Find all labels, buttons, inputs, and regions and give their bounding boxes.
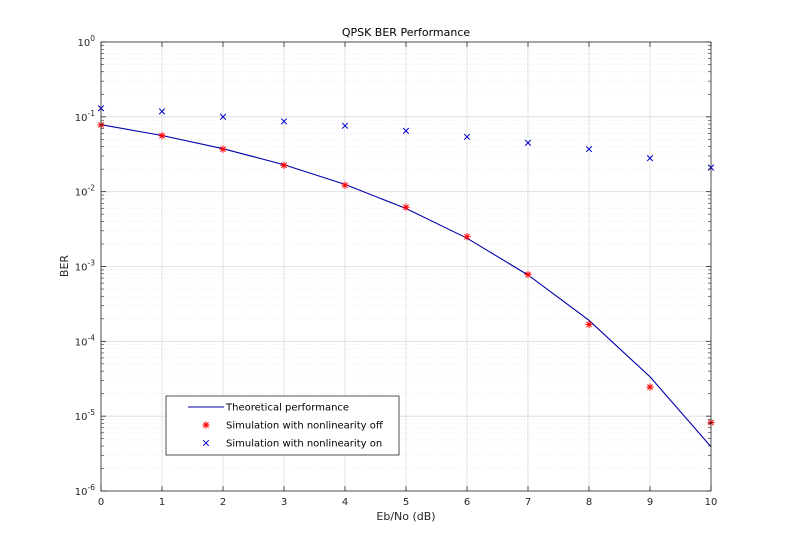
data-point-nonlinearity-off <box>219 145 227 153</box>
data-point-nonlinearity-on <box>219 113 227 120</box>
data-point-nonlinearity-on <box>646 155 654 162</box>
y-tick-label: 10-3 <box>75 259 95 274</box>
data-point-nonlinearity-on <box>463 133 471 141</box>
x-tick-label: 4 <box>342 497 348 508</box>
data-point-nonlinearity-off <box>402 203 410 211</box>
series-layer <box>97 105 715 448</box>
y-axis-label: BER <box>58 255 71 277</box>
data-point-nonlinearity-off <box>463 233 471 241</box>
x-tick-label: 1 <box>159 497 165 508</box>
legend: Theoretical performance Simulation with n… <box>165 395 400 456</box>
x-tick-label: 2 <box>220 497 226 508</box>
legend-entry-label: Simulation with nonlinearity on <box>226 439 382 450</box>
data-point-nonlinearity-off <box>585 320 593 329</box>
x-tick-label: 0 <box>98 497 104 508</box>
y-tick-label: 10-4 <box>75 333 95 348</box>
data-point-nonlinearity-off <box>646 383 654 391</box>
legend-x-swatch <box>202 439 210 447</box>
data-point-nonlinearity-off <box>341 181 349 189</box>
legend-entry-label: Theoretical performance <box>225 403 349 414</box>
y-tick-label: 10-6 <box>75 483 95 498</box>
x-tick-label: 3 <box>281 497 287 508</box>
x-tick-label: 8 <box>586 497 592 508</box>
y-tick-label: 10-5 <box>75 408 95 423</box>
legend-entry-label: Simulation with nonlinearity off <box>226 421 384 432</box>
x-tick-label: 9 <box>647 497 653 508</box>
data-point-nonlinearity-on <box>585 145 593 153</box>
data-point-nonlinearity-on <box>341 122 349 129</box>
chart-title: QPSK BER Performance <box>342 26 471 39</box>
y-tick-label: 10-2 <box>75 184 95 199</box>
legend-star-swatch <box>202 421 210 429</box>
data-point-nonlinearity-on <box>280 118 288 125</box>
data-point-nonlinearity-on <box>402 127 410 134</box>
data-point-nonlinearity-on <box>524 139 532 146</box>
data-point-nonlinearity-off <box>280 161 288 169</box>
data-point-nonlinearity-off <box>524 270 532 279</box>
x-tick-label: 10 <box>705 497 718 508</box>
y-tick-label: 10-1 <box>75 109 95 124</box>
y-tick-label: 100 <box>77 34 95 49</box>
data-point-nonlinearity-on <box>158 108 166 115</box>
x-axis-label: Eb/No (dB) <box>376 510 435 523</box>
data-point-nonlinearity-off <box>158 132 166 140</box>
x-tick-label: 6 <box>464 497 470 508</box>
ticks: 0 1 2 3 4 5 6 7 8 9 10 10-6 10-5 10-4 10-3 10-2 10-1 100 <box>75 34 718 508</box>
x-tick-label: 7 <box>525 497 531 508</box>
x-tick-label: 5 <box>403 497 409 508</box>
